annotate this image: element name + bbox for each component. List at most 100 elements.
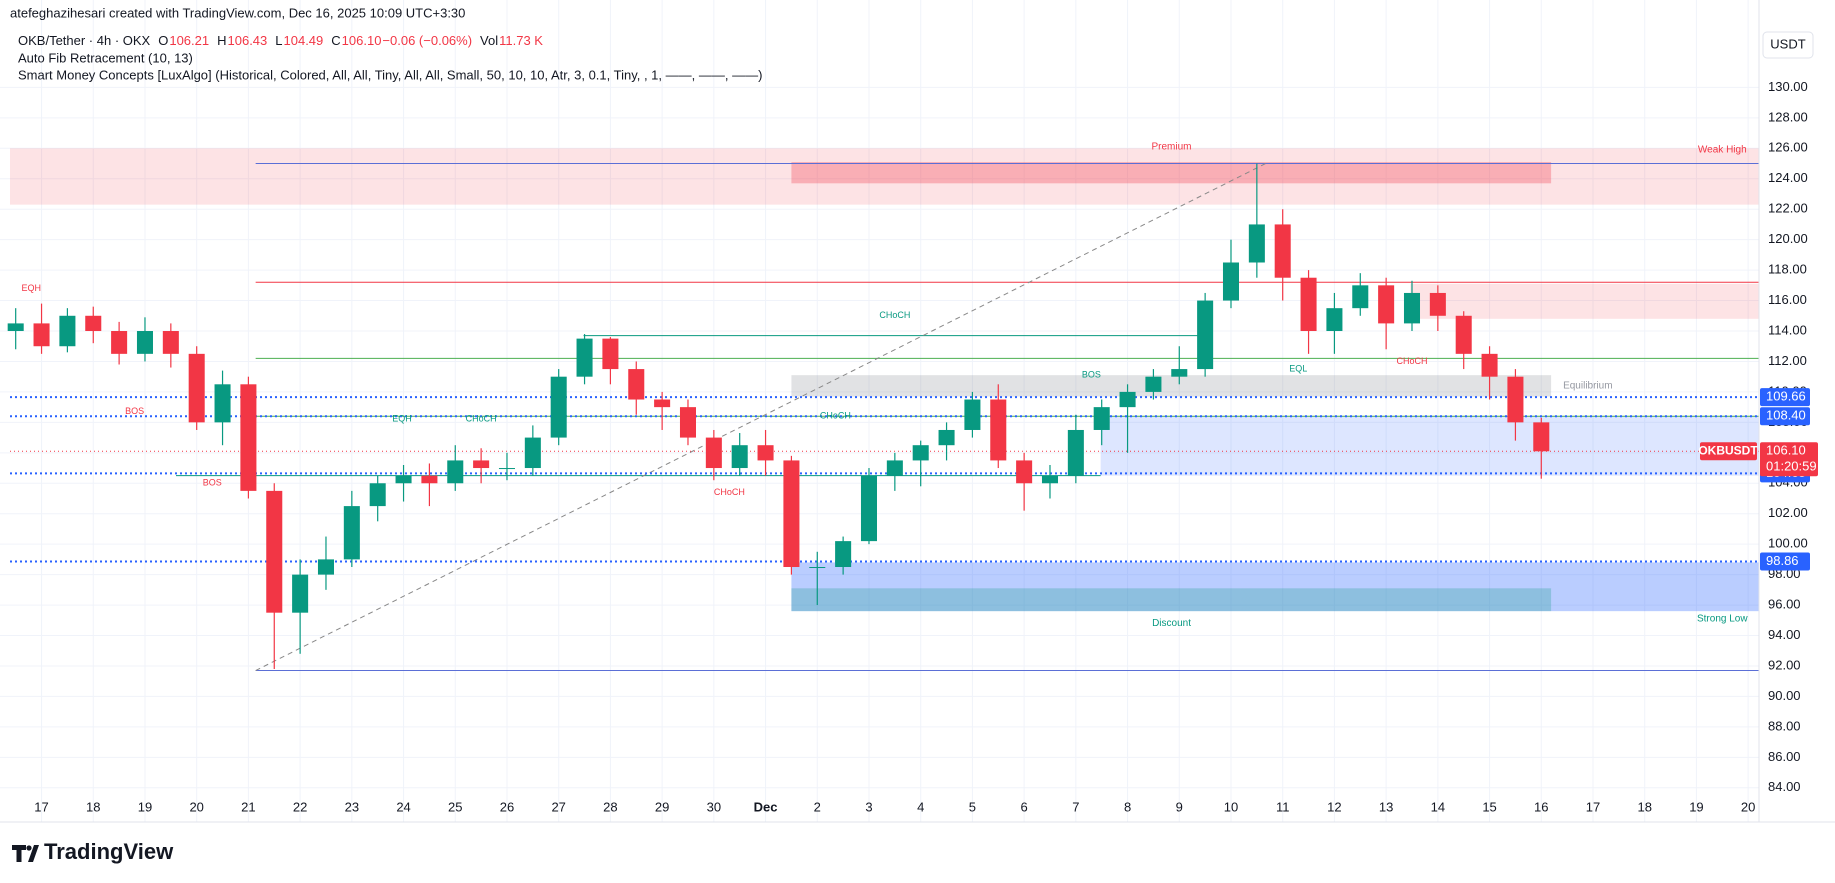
candle-body [1171, 369, 1188, 377]
candle-body [292, 574, 309, 613]
x-tick-label: 7 [1072, 799, 1079, 814]
legend-value: 106.10 [342, 33, 382, 48]
symbol: OKB/Tether · 4h · OKX [18, 33, 151, 48]
y-tick-label: 126.00 [1768, 140, 1808, 155]
last-price-tag [1760, 442, 1818, 477]
annotation: Weak High [1698, 144, 1747, 155]
x-tick-label: 17 [34, 799, 48, 814]
legend-label: H [217, 33, 226, 48]
x-tick-label: 5 [969, 799, 976, 814]
candle-body [421, 475, 438, 484]
x-tick-label: 8 [1124, 799, 1131, 814]
candle-body [369, 483, 386, 507]
candle-body [473, 460, 490, 469]
candle-body [85, 315, 102, 332]
annotation: CHoCH [466, 414, 497, 424]
currency-button[interactable] [1762, 31, 1814, 59]
x-tick-label: 4 [917, 799, 924, 814]
annotation: BOS [125, 406, 144, 416]
zone [791, 562, 1759, 612]
annotations: Premium Weak High CHoCH Equilibrium Discount… [21, 141, 1748, 629]
candle-body [1533, 422, 1550, 452]
annotation: BOS [1082, 370, 1101, 380]
price-tag-label: 98.86 [1766, 553, 1799, 568]
x-tick-label: 12 [1327, 799, 1341, 814]
annotation: Strong Low [1697, 613, 1748, 624]
x-tick-label: 9 [1176, 799, 1183, 814]
candle-body [317, 559, 334, 575]
zone [1100, 416, 1759, 476]
x-tick-label: 6 [1021, 799, 1028, 814]
candle-body [33, 323, 50, 347]
x-tick-label: 24 [396, 799, 410, 814]
candle-body [1067, 429, 1084, 476]
last-price-label: 106.10 [1766, 443, 1806, 458]
candle-body [1481, 353, 1498, 377]
currency[interactable]: USDT [1770, 36, 1805, 51]
candle-body [1352, 285, 1369, 309]
candle-body [240, 384, 257, 491]
candle-body [1403, 292, 1421, 324]
x-tick-label: 19 [1689, 799, 1703, 814]
candle-body [1326, 308, 1343, 332]
legend-value: −0.06 (−0.06%) [382, 33, 472, 48]
symbol-tag [1700, 442, 1757, 461]
candle-body [1016, 460, 1033, 484]
zone [791, 588, 1552, 612]
candle-body [757, 445, 774, 461]
x-tick-label: 19 [138, 799, 152, 814]
annotation: Discount [1152, 618, 1191, 629]
candle-body [628, 369, 645, 400]
y-tick-label: 94.00 [1768, 627, 1801, 642]
brand-logo [12, 845, 39, 862]
y-tick-label: 96.00 [1768, 597, 1801, 612]
candle-body [1093, 407, 1110, 430]
zone [791, 375, 1552, 397]
zones [10, 148, 1759, 612]
candle-body [136, 331, 153, 354]
y-tick-label: 102.00 [1768, 505, 1808, 520]
x-tick-label: 15 [1482, 799, 1496, 814]
candle-body [860, 475, 878, 542]
legend-label: O [158, 33, 168, 48]
y-tick-label: 122.00 [1768, 201, 1808, 216]
candle-body [1197, 300, 1214, 370]
indicator-1: Auto Fib Retracement (10, 13) [18, 50, 193, 65]
x-tick-label: 18 [1637, 799, 1651, 814]
y-tick-label: 92.00 [1768, 657, 1801, 672]
annotation: Premium [1152, 141, 1192, 152]
candle-body [964, 399, 981, 430]
candle-body [7, 323, 24, 332]
candles [7, 163, 1550, 670]
x-tick-label: 29 [655, 799, 669, 814]
legend-value: 104.49 [284, 33, 324, 48]
y-tick-label: 120.00 [1768, 231, 1808, 246]
grid [0, 0, 1759, 822]
candle-body [1145, 376, 1162, 392]
candle-body [654, 399, 671, 408]
candle-body [809, 567, 826, 569]
candle-body [1041, 475, 1059, 484]
price-tag [1760, 552, 1810, 571]
x-tick-label: 25 [448, 799, 462, 814]
y-tick-label: 116.00 [1768, 292, 1807, 307]
candle-body [1300, 277, 1317, 332]
x-tick-label: 10 [1224, 799, 1238, 814]
candle-body [783, 460, 800, 568]
candle-body [395, 475, 412, 484]
legend-label: C [331, 33, 340, 48]
price-tag-label: 108.40 [1766, 408, 1806, 423]
y-tick-label: 124.00 [1768, 170, 1808, 185]
candle-body [1248, 224, 1265, 263]
y-tick-label: 114.00 [1768, 322, 1807, 337]
zone [1410, 283, 1759, 319]
y-tick-label: 90.00 [1768, 688, 1801, 703]
price-tag-label: 109.66 [1766, 389, 1806, 404]
x-tick-label: 11 [1276, 799, 1290, 814]
candle-body [1274, 224, 1291, 278]
legend-label: L [275, 33, 282, 48]
y-tick-label: 112.00 [1768, 353, 1807, 368]
x-tick-label: 20 [189, 799, 203, 814]
